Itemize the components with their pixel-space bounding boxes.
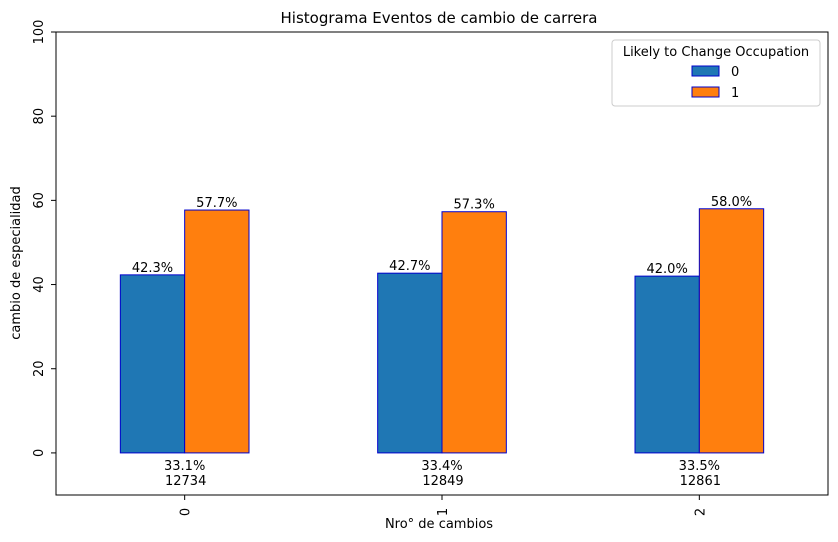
- y-tick-label: 100: [32, 20, 47, 45]
- category-count-label: 12861: [680, 474, 721, 489]
- legend-swatch-1: [691, 86, 720, 98]
- bar-value-label: 57.7%: [196, 196, 237, 211]
- bar-value-label: 42.3%: [132, 261, 173, 276]
- x-axis-label: Nro° de cambios: [385, 517, 493, 532]
- y-tick-label: 80: [32, 108, 47, 125]
- x-tick-label: 0: [179, 508, 194, 516]
- category-percent-label: 33.1%: [164, 459, 205, 474]
- bar-value-label: 58.0%: [711, 195, 752, 210]
- legend-entry-label: 0: [731, 65, 739, 80]
- chart-title: Histograma Eventos de cambio de carrera: [281, 9, 598, 27]
- y-axis-label: cambio de especialidad: [9, 186, 24, 340]
- bar-series-0: [377, 272, 443, 454]
- x-tick-label: 1: [436, 508, 451, 516]
- bar-series-0: [634, 275, 700, 454]
- y-tick-label: 0: [32, 449, 47, 457]
- bar-series-0: [119, 274, 186, 454]
- legend: Likely to Change Occupation 0 1: [611, 39, 821, 107]
- legend-swatch-0: [691, 65, 720, 77]
- bar-series-1: [441, 211, 507, 454]
- category-percent-label: 33.4%: [421, 459, 462, 474]
- x-tick-label: 2: [693, 508, 708, 516]
- bar-series-1: [184, 209, 250, 454]
- bar-value-label: 42.7%: [389, 259, 430, 274]
- category-count-label: 12734: [165, 474, 206, 489]
- y-tick-label: 60: [32, 192, 47, 209]
- legend-title: Likely to Change Occupation: [623, 45, 809, 60]
- category-percent-label: 33.5%: [679, 459, 720, 474]
- y-tick-label: 20: [32, 360, 47, 377]
- plot-area: 020406080100042.3%57.7%33.1%12734142.7%5…: [32, 20, 829, 516]
- bar-value-label: 42.0%: [647, 262, 688, 277]
- bar-value-label: 57.3%: [454, 198, 495, 213]
- legend-entry-label: 1: [731, 86, 739, 101]
- category-count-label: 12849: [422, 474, 463, 489]
- bar-series-1: [698, 208, 765, 454]
- y-tick-label: 40: [32, 276, 47, 293]
